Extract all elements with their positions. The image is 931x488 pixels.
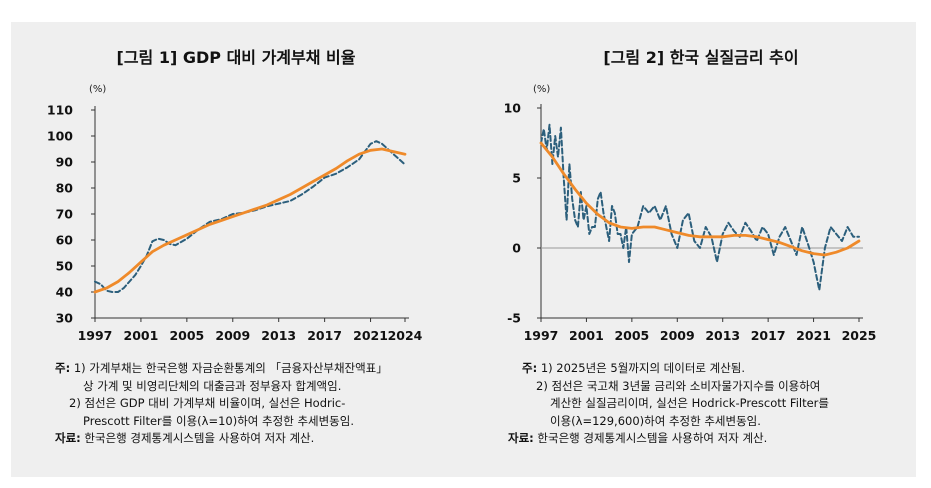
right-note2-line1: 2) 점선은 국고채 3년물 금리와 소비자물가지수를 이용하여 (536, 378, 821, 393)
chart-2-x-tick-label: 2005 (614, 328, 649, 343)
chart-2-y-tick-label: 10 (504, 101, 522, 116)
chart-1-unit: (%) (89, 84, 106, 95)
left-note-label: 주: (55, 361, 71, 375)
chart-2-x-tick-label: 1997 (524, 328, 559, 343)
chart-2-x-tick-label: 2013 (705, 328, 740, 343)
chart-1-y-tick-label: 110 (47, 103, 73, 118)
chart-2-x-tick-label: 2009 (660, 328, 695, 343)
chart-2-title: [그림 2] 한국 실질금리 추이 (603, 48, 798, 67)
chart-1-title: [그림 1] GDP 대비 가계부채 비율 (117, 48, 356, 67)
chart-1-x-tick-label: 2017 (307, 328, 342, 343)
right-note2-line2: 계산한 실질금리이며, 실선은 Hodrick-Prescott Filter를 (550, 396, 829, 410)
chart-1-x-tick-label: 2013 (261, 328, 296, 343)
chart-1-x-tick-label: 2024 (388, 328, 423, 343)
chart-1-x-tick-label: 2009 (215, 328, 250, 343)
right-source-text: 한국은행 경제통계시스템을 사용하여 저자 계산. (537, 431, 768, 445)
left-note2-line2: Prescott Filter를 이용(λ=10)하여 추정한 추세변동임. (83, 413, 354, 428)
chart-1-x-tick-label: 2021 (353, 328, 388, 343)
left-source-label: 자료: (55, 431, 81, 445)
left-note1-line2: 상 가계 및 비영리단체의 대출금과 정부융자 합계액임. (83, 378, 342, 393)
chart-1-y-tick-label: 70 (56, 207, 74, 222)
chart-1-x-tick-label: 2001 (124, 328, 159, 343)
chart-2-x-tick-label: 2021 (796, 328, 831, 343)
chart-1-series-actual-line (94, 140, 406, 293)
chart-2-unit: (%) (533, 84, 550, 95)
chart-2-x-tick-label: 2017 (751, 328, 786, 343)
figure-panel: [그림 1] GDP 대비 가계부채 비율 (%) 30 40 50 60 70 80 90 10… (11, 22, 916, 477)
chart-1-y-tick-label: 100 (47, 129, 73, 144)
chart-1-x-tick-label: 2005 (169, 328, 204, 343)
right-note2-line3: 이용(λ=129,600)하여 추정한 추세변동임. (550, 413, 761, 428)
chart-1-y-tick-label: 30 (56, 311, 74, 326)
chart-1-y-tick-label: 90 (56, 155, 74, 170)
charts-canvas: [그림 1] GDP 대비 가계부채 비율(%)3040506070809010… (47, 48, 877, 343)
chart-2-series-trend-line (539, 141, 861, 257)
chart-1-y-tick-label: 80 (56, 181, 74, 196)
left-notes: 주: 1) 가계부채는 한국은행 자금순환통계의 「금융자산부채잔액표」 상 가… (55, 360, 388, 448)
chart-1-x-tick-label: 1997 (78, 328, 113, 343)
chart-2-y-tick-label: 5 (512, 171, 521, 186)
chart-1-y-tick-label: 50 (56, 259, 74, 274)
chart-1-series-trend-line (93, 147, 407, 294)
chart-2-series-actual-line (540, 123, 860, 291)
right-note-label: 주: (522, 361, 538, 375)
right-note1-line1: 1) 2025년은 5월까지의 데이터로 계산됨. (540, 361, 746, 375)
right-notes: 주: 1) 2025년은 5월까지의 데이터로 계산됨. 2) 점선은 국고채 … (508, 360, 829, 448)
chart-2-y-tick-label: -5 (507, 311, 521, 326)
chart-2-x-tick-label: 2025 (842, 328, 877, 343)
left-note1-line1: 1) 가계부채는 한국은행 자금순환통계의 「금융자산부채잔액표」 (73, 361, 388, 375)
chart-1-y-tick-label: 60 (56, 233, 74, 248)
left-source-text: 한국은행 경제통계시스템을 사용하여 저자 계산. (84, 431, 315, 445)
chart-2-x-tick-label: 2001 (569, 328, 604, 343)
left-note2-line1: 2) 점선은 GDP 대비 가계부채 비율이며, 실선은 Hodric- (69, 396, 346, 410)
right-source-label: 자료: (508, 431, 534, 445)
chart-1-y-tick-label: 40 (56, 285, 74, 300)
chart-2-y-tick-label: 0 (512, 241, 521, 256)
